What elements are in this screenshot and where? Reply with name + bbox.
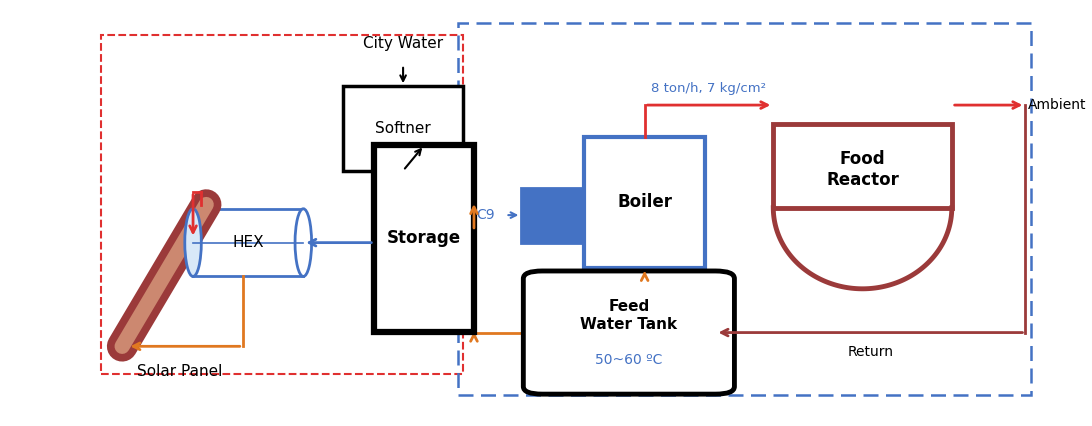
Text: Ambient: Ambient: [1028, 98, 1085, 112]
Bar: [459, 23, 1031, 395]
Text: Food
Reactor: Food Reactor: [827, 150, 899, 189]
Bar: [584, 137, 705, 268]
Bar: [375, 145, 474, 331]
Text: Boiler: Boiler: [617, 193, 673, 211]
Bar: [773, 124, 952, 208]
Text: Storage: Storage: [387, 229, 461, 248]
Ellipse shape: [295, 209, 311, 276]
Text: HEX: HEX: [233, 235, 264, 250]
Text: Feed
Water Tank: Feed Water Tank: [580, 299, 677, 332]
Bar: [102, 35, 463, 374]
Text: C9: C9: [476, 208, 495, 222]
Bar: [193, 209, 304, 276]
Text: Return: Return: [847, 345, 893, 359]
Text: Solar Panel: Solar Panel: [138, 364, 223, 379]
Ellipse shape: [185, 209, 201, 276]
Text: 50~60 ºC: 50~60 ºC: [595, 353, 663, 367]
Bar: [521, 187, 584, 243]
Text: City Water: City Water: [363, 36, 443, 51]
Text: Softner: Softner: [376, 121, 431, 136]
FancyBboxPatch shape: [523, 271, 735, 394]
Bar: [343, 86, 463, 171]
Text: 8 ton/h, 7 kg/cm²: 8 ton/h, 7 kg/cm²: [652, 83, 767, 95]
